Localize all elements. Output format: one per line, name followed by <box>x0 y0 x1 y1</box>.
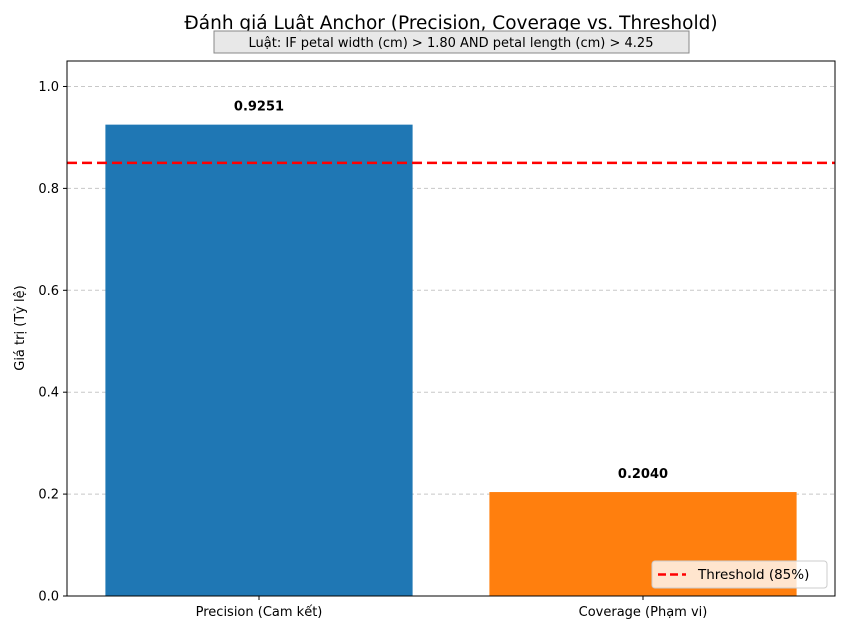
x-tick-label: Coverage (Phạm vi) <box>579 605 708 620</box>
data-label: 0.2040 <box>618 467 668 482</box>
legend-threshold-label: Threshold (85%) <box>697 567 809 583</box>
legend: Threshold (85%) <box>651 560 828 589</box>
plot-frame <box>66 60 836 597</box>
y-tick-label: 0.6 <box>38 284 59 299</box>
y-tick-label: 0.4 <box>38 386 59 401</box>
chart-subtitle: Luật: IF petal width (cm) > 1.80 AND pet… <box>249 36 654 51</box>
y-tick-label: 0.2 <box>38 488 59 503</box>
y-tick-label: 0.0 <box>38 590 59 605</box>
x-tick-label: Precision (Cam kết) <box>196 605 323 620</box>
y-tick-label: 1.0 <box>38 80 59 95</box>
subtitle-box <box>213 30 690 54</box>
data-label: 0.9251 <box>234 100 284 115</box>
chart-title: Đánh giá Luật Anchor (Precision, Coverag… <box>184 13 717 34</box>
y-tick-label: 0.8 <box>38 182 59 197</box>
bar-0 <box>105 124 413 596</box>
y-axis-label: Giá trị (Tỷ lệ) <box>13 285 28 371</box>
